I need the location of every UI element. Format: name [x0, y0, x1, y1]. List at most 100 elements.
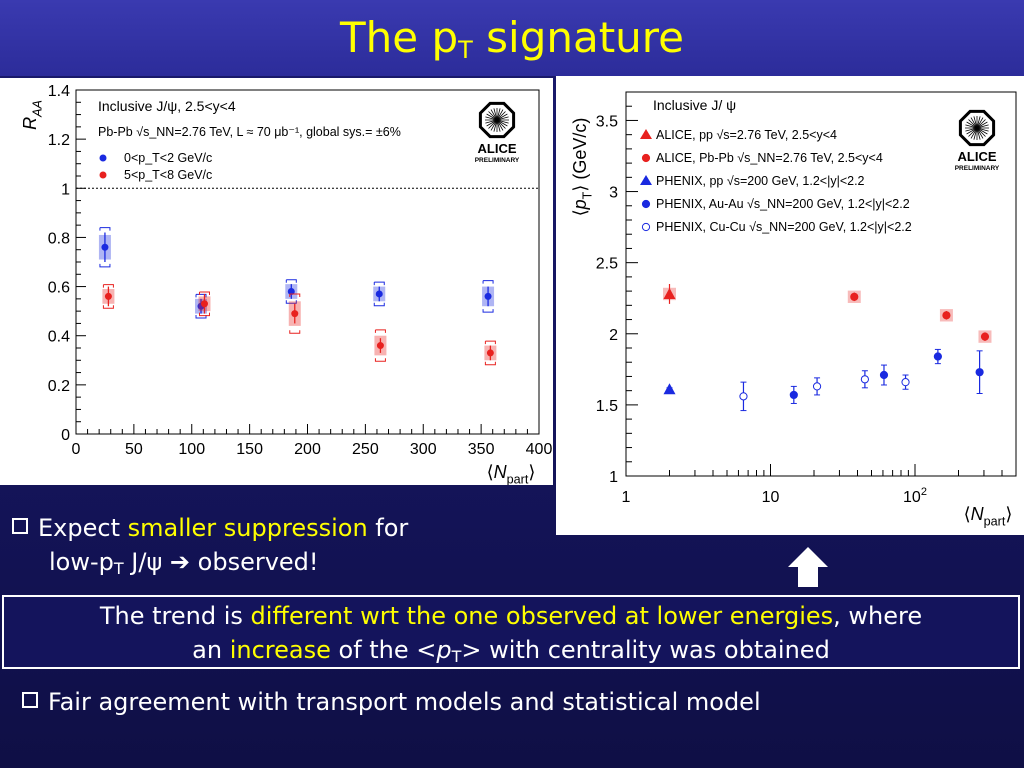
legend-entry: 5<p_T<8 GeV/c — [124, 168, 212, 182]
x-tick-label: 102 — [903, 486, 927, 506]
y-tick-label: 1.5 — [596, 398, 618, 415]
data-point — [484, 292, 492, 300]
corr-bracket — [99, 227, 111, 268]
alice-logo-sub: PRELIMINARY — [955, 165, 1000, 172]
data-point — [860, 375, 869, 384]
bullet-expectation: Expect smaller suppression for low-pT J/… — [12, 511, 408, 586]
x-tick-label: 50 — [125, 441, 143, 458]
alice-logo-ray — [965, 124, 989, 132]
y-tick-label: 2.5 — [596, 256, 618, 273]
meanpt-plot-frame — [625, 91, 1017, 477]
legend-marker — [641, 153, 651, 163]
legend-marker — [641, 222, 651, 232]
y-tick-label: 0.2 — [48, 378, 70, 395]
legend-entry: ALICE, Pb-Pb √s_NN=2.76 TeV, 2.5<y<4 — [656, 151, 883, 165]
data-point — [739, 392, 748, 401]
x-tick-label: 350 — [468, 441, 495, 458]
data-point — [376, 342, 384, 350]
x-axis-title: ⟨Npart​⟩ — [964, 504, 1013, 528]
y-tick-label: 1.4 — [48, 83, 70, 100]
legend-entry: 0<p_T<2 GeV/c — [124, 151, 212, 165]
x-tick-label: 10 — [762, 489, 780, 506]
legend-marker — [640, 129, 652, 139]
legend-marker — [640, 175, 652, 185]
data-point — [980, 332, 990, 341]
checkbox-bullet-icon — [22, 692, 38, 708]
corr-bracket — [482, 280, 494, 313]
alice-logo-ray — [485, 116, 509, 124]
data-point — [975, 368, 984, 377]
y-axis-title: RAA​ — [20, 100, 44, 130]
corr-bracket — [102, 284, 114, 309]
x-tick-label: 150 — [236, 441, 263, 458]
x-tick-label: 250 — [352, 441, 379, 458]
x-tick-label: 100 — [178, 441, 205, 458]
legend-title: Inclusive J/ ψ — [653, 97, 736, 113]
x-tick-label: 0 — [72, 441, 81, 458]
slide-title: The pT signature — [340, 13, 684, 64]
data-point — [200, 300, 208, 308]
alice-logo-text: ALICE — [958, 149, 997, 164]
y-tick-label: 0.4 — [48, 329, 70, 346]
x-tick-label: 300 — [410, 441, 437, 458]
y-tick-label: 1 — [61, 181, 70, 198]
raa-chart: 0 50 100 150 200 250 300 350 400 0 0.2 0.4 0.6 0.8 1 1.… — [20, 83, 553, 486]
y-tick-label: 0.8 — [48, 230, 70, 247]
mean-pt-chart: 1 10 102 1 1.5 2 2.5 3 3.5⟨pT​⟩ (GeV/c) ⟨Npart​⟩ I… — [570, 91, 1017, 528]
x-tick-label: 200 — [294, 441, 321, 458]
raa-plot-frame — [75, 89, 540, 435]
legend-entry: PHENIX, Cu-Cu √s_NN=200 GeV, 1.2<|y|<2.2 — [656, 220, 912, 234]
title-bar: The pT signature — [0, 0, 1024, 76]
bullet-models: Fair agreement with transport models and… — [22, 688, 761, 716]
corr-bracket — [198, 291, 210, 317]
corr-bracket — [373, 281, 385, 307]
y-tick-label: 3 — [609, 185, 618, 202]
up-arrow-icon — [788, 547, 828, 587]
checkbox-bullet-icon — [12, 518, 28, 534]
legend-title: Inclusive J/ψ, 2.5<y<4 — [98, 98, 236, 114]
trend-callout: The trend is different wrt the one obser… — [2, 595, 1020, 669]
data-point — [663, 287, 676, 299]
y-tick-label: 0 — [61, 427, 70, 444]
data-point — [879, 370, 889, 380]
x-tick-label: 1 — [622, 489, 631, 506]
legend-marker — [99, 154, 107, 162]
data-point — [101, 243, 109, 251]
y-tick-label: 3.5 — [596, 113, 618, 130]
mean-pt-chart-panel: 1 10 102 1 1.5 2 2.5 3 3.5⟨pT​⟩ (GeV/c) ⟨Npart​⟩ I… — [556, 76, 1024, 535]
data-point — [104, 292, 112, 300]
alice-logo-sub: PRELIMINARY — [475, 157, 520, 164]
corr-bracket — [484, 340, 496, 366]
alice-logo-octagon — [478, 101, 516, 139]
right-arrow-icon: ➔ — [169, 548, 191, 576]
alice-logo-text: ALICE — [478, 141, 517, 156]
legend-entry: PHENIX, pp √s=200 GeV, 1.2<|y|<2.2 — [656, 174, 865, 188]
data-point — [933, 352, 942, 361]
data-point — [850, 292, 859, 301]
y-axis-title: ⟨pT​⟩ (GeV/c) — [570, 118, 594, 217]
corr-bracket — [374, 329, 386, 362]
legend-entry: ALICE, pp √s=2.76 TeV, 2.5<y<4 — [656, 128, 837, 142]
y-tick-label: 1 — [609, 469, 618, 486]
corr-bracket — [289, 293, 301, 334]
data-point — [375, 290, 383, 298]
data-point — [901, 378, 910, 387]
y-tick-label: 0.6 — [48, 280, 70, 297]
legend-marker — [99, 171, 107, 179]
data-point — [287, 287, 295, 295]
legend-entry: PHENIX, Au-Au √s_NN=200 GeV, 1.2<|y|<2.2 — [656, 197, 910, 211]
corr-bracket — [285, 279, 297, 304]
legend-marker — [641, 199, 651, 209]
data-point — [486, 349, 494, 357]
legend-subtitle: Pb-Pb √s_NN=2.76 TeV, L ≈ 70 μb⁻¹, globa… — [98, 125, 401, 139]
data-point — [942, 311, 951, 320]
y-tick-label: 2 — [609, 327, 618, 344]
x-tick-label: 400 — [526, 441, 553, 458]
data-point — [663, 383, 676, 395]
raa-chart-panel: 0 50 100 150 200 250 300 350 400 0 0.2 0.4 0.6 0.8 1 1.… — [0, 78, 553, 486]
alice-logo-octagon — [958, 109, 996, 147]
data-point — [291, 310, 299, 318]
y-tick-label: 1.2 — [48, 132, 70, 149]
x-axis-title: ⟨Npart​⟩ — [487, 462, 536, 485]
data-point — [789, 390, 798, 400]
